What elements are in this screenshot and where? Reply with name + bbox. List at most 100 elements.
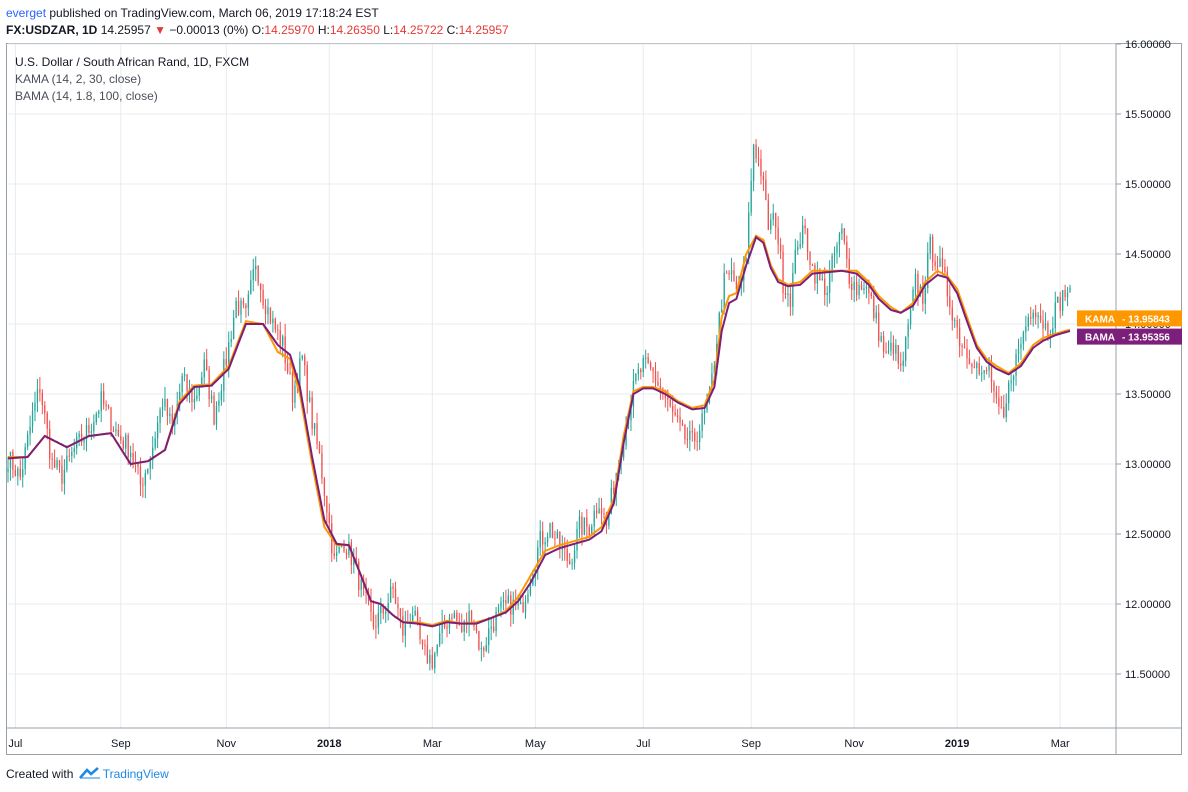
candle-body	[1030, 317, 1032, 319]
candle-body	[416, 610, 419, 621]
candle-body	[470, 610, 473, 622]
candle-body	[652, 367, 654, 372]
low-label: L:	[383, 23, 394, 37]
candle-body	[85, 424, 88, 440]
candle-body	[608, 513, 610, 526]
candle-body	[578, 516, 581, 529]
candle-body	[907, 324, 909, 337]
candle-body	[392, 586, 394, 589]
candle-body	[843, 228, 846, 242]
candle-body	[107, 405, 110, 408]
candle-body	[17, 468, 19, 477]
candle-body	[343, 546, 345, 552]
candle-body	[120, 435, 122, 441]
candle-body	[495, 611, 497, 632]
candle-body	[282, 336, 284, 346]
candle-body	[274, 318, 277, 330]
candle-body	[306, 365, 308, 402]
candle-body	[12, 451, 14, 471]
y-tick-label: 12.50000	[1125, 529, 1171, 541]
candle-body	[586, 517, 588, 527]
candle-body	[961, 346, 963, 348]
candle-body	[156, 422, 159, 439]
candle-body	[701, 413, 703, 431]
candle-body	[196, 395, 198, 400]
candle-body	[779, 244, 782, 252]
candle-body	[782, 251, 784, 294]
candle-body	[679, 416, 681, 424]
candle-body	[686, 439, 689, 441]
candle-body	[502, 600, 505, 602]
candle-body	[1066, 292, 1069, 298]
candle-body	[289, 372, 291, 374]
candle-body	[267, 307, 269, 315]
candle-body	[669, 399, 671, 407]
candle-body	[323, 478, 326, 496]
price-change: −0.00013 (0%)	[169, 23, 249, 37]
candle-body	[949, 296, 951, 308]
high-value: 14.26350	[329, 23, 380, 37]
candle-body	[1027, 317, 1029, 327]
y-tick-label: 13.00000	[1125, 459, 1171, 471]
candle-body	[929, 236, 931, 254]
candle-body	[348, 542, 350, 555]
candle-body	[983, 370, 985, 374]
last-price: 14.25957	[100, 23, 151, 37]
candle-body	[750, 180, 752, 213]
candle-body	[90, 431, 93, 433]
candle-body	[868, 286, 870, 294]
candle-body	[892, 342, 895, 354]
candle-body	[257, 266, 259, 284]
candle-body	[171, 413, 174, 426]
candle-body	[659, 385, 662, 389]
candle-body	[225, 359, 227, 366]
candle-body	[745, 259, 747, 261]
candle-body	[149, 460, 151, 469]
bama-price-tag: BAMA - 13.95356	[1077, 328, 1182, 345]
candle-body	[394, 588, 397, 604]
candle-body	[824, 278, 826, 295]
candle-body	[904, 336, 907, 361]
candle-body	[63, 469, 66, 484]
candle-body	[954, 320, 956, 322]
candle-body	[647, 357, 649, 363]
x-tick-label: Sep	[741, 738, 761, 750]
candle-body	[1012, 375, 1015, 381]
candle-body	[431, 654, 433, 669]
candle-body	[853, 281, 855, 290]
candle-body	[1037, 315, 1039, 318]
candle-body	[505, 600, 507, 604]
candle-body	[318, 443, 321, 453]
candle-body	[529, 584, 532, 595]
candle-body	[240, 300, 242, 315]
author-link[interactable]: everget	[6, 6, 47, 20]
candle-body	[488, 628, 490, 645]
candle-body	[345, 551, 348, 555]
candle-body	[1044, 323, 1047, 329]
candle-body	[402, 616, 404, 636]
candle-body	[885, 351, 887, 353]
x-tick-label: May	[525, 738, 546, 750]
candle-body	[684, 425, 686, 440]
candle-body	[794, 249, 796, 274]
candle-body	[44, 405, 46, 414]
tradingview-brand[interactable]: TradingView	[102, 767, 169, 781]
y-tick-label: 12.00000	[1125, 599, 1171, 611]
candle-body	[755, 144, 757, 159]
candle-body	[326, 495, 328, 513]
candle-body	[186, 374, 188, 391]
x-tick-label: Jul	[636, 738, 650, 750]
candle-body	[127, 435, 129, 458]
candle-body	[1022, 332, 1025, 345]
candle-body	[909, 309, 912, 325]
candle-body	[1042, 320, 1044, 329]
candle-body	[480, 648, 483, 650]
low-value: 14.25722	[393, 23, 444, 37]
candle-body	[1052, 328, 1054, 335]
candle-body	[760, 158, 762, 177]
candle-body	[664, 394, 666, 398]
candle-body	[635, 373, 637, 382]
candle-body	[463, 620, 465, 632]
candle-body	[375, 626, 377, 628]
